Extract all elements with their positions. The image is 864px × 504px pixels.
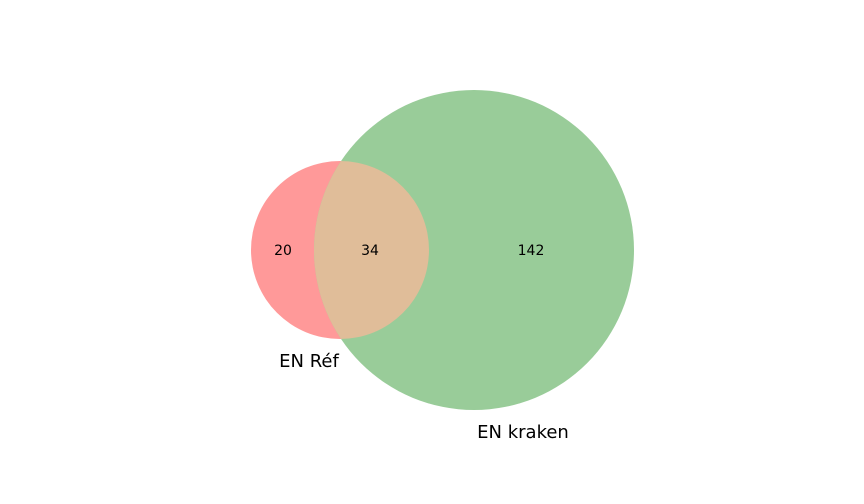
set-label-en-ref: EN Réf (279, 351, 339, 372)
set-label-en-kraken: EN kraken (477, 422, 569, 443)
set-circle-en-kraken (314, 90, 634, 410)
count-only-kraken: 142 (518, 243, 545, 259)
count-intersection: 34 (361, 243, 379, 259)
count-only-ref: 20 (274, 243, 292, 259)
